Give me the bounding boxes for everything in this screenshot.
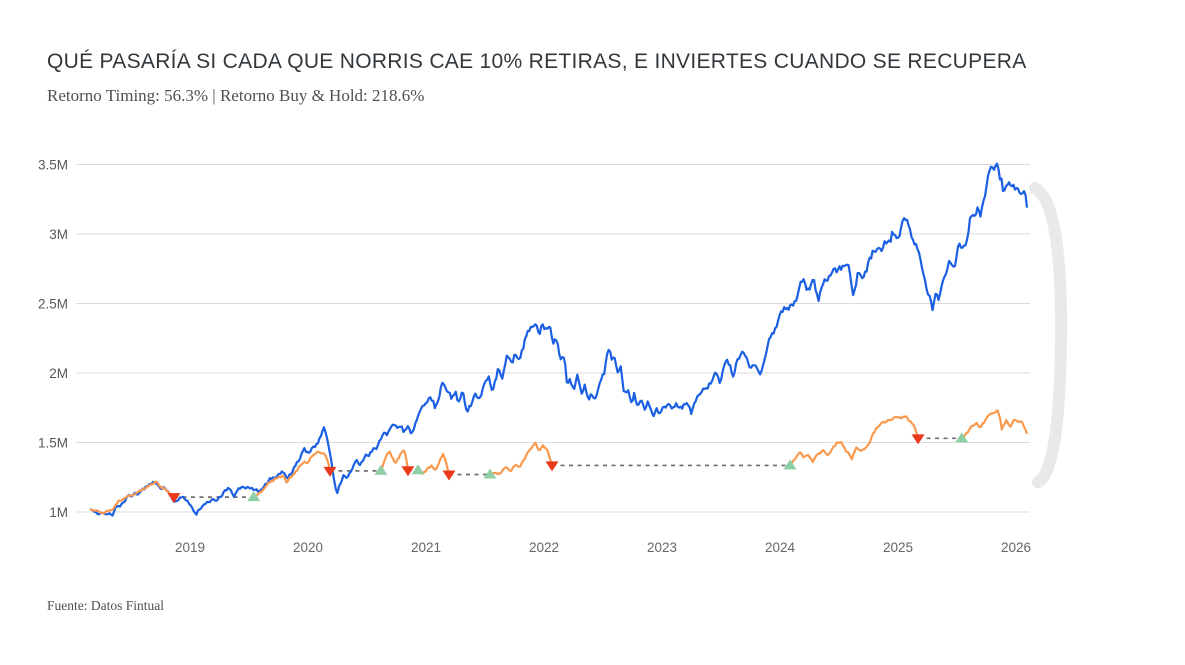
y-tick-label: 1.5M	[38, 436, 68, 451]
y-tick-label: 3.5M	[38, 158, 68, 173]
buy-marker-icon	[783, 459, 797, 470]
timing-line	[89, 409, 1029, 515]
x-tick-label: 2024	[765, 540, 796, 555]
y-tick-label: 1M	[49, 505, 68, 520]
grid-and-yticks: 1M 1.5M 2M 2.5M 3M 3.5M	[38, 158, 1030, 520]
sell-marker-icon	[323, 466, 337, 477]
sell-marker-icon	[401, 466, 415, 477]
xticks: 2019 2020 2021 2022 2023 2024 2025 2026	[175, 540, 1031, 555]
y-tick-label: 2.5M	[38, 297, 68, 312]
buy-marker-icon	[411, 464, 425, 475]
gap-bracket	[1029, 182, 1068, 489]
x-tick-label: 2020	[293, 540, 323, 555]
buy-hold-line	[89, 162, 1029, 517]
chart-subtitle: Retorno Timing: 56.3% | Retorno Buy & Ho…	[47, 86, 425, 105]
buy-marker-icon	[374, 464, 388, 475]
sell-marker-icon	[442, 470, 456, 481]
buy-marker-icon	[483, 468, 497, 479]
buy-marker-icon	[955, 432, 969, 443]
x-tick-label: 2021	[411, 540, 441, 555]
sell-marker-icon	[167, 493, 181, 504]
x-tick-label: 2022	[529, 540, 559, 555]
buy-marker-icon	[247, 491, 261, 502]
x-tick-label: 2019	[175, 540, 205, 555]
source-note: Fuente: Datos Fintual	[47, 598, 164, 613]
x-tick-label: 2026	[1001, 540, 1031, 555]
sell-markers	[167, 434, 925, 504]
bracket-icon	[1029, 182, 1068, 489]
x-tick-label: 2023	[647, 540, 677, 555]
buy-markers	[247, 432, 969, 502]
sell-marker-icon	[545, 461, 559, 472]
y-tick-label: 3M	[49, 227, 68, 242]
y-tick-label: 2M	[49, 366, 68, 381]
sell-marker-icon	[911, 434, 925, 445]
x-tick-label: 2025	[883, 540, 913, 555]
chart-title: QUÉ PASARÍA SI CADA QUE NORRIS CAE 10% R…	[47, 50, 1027, 73]
